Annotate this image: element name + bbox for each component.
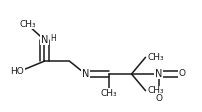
Text: CH₃: CH₃: [100, 89, 116, 98]
Text: N: N: [154, 69, 161, 79]
Text: H: H: [50, 34, 56, 43]
Text: N: N: [81, 69, 89, 79]
Text: O: O: [154, 94, 161, 103]
Text: HO: HO: [11, 67, 24, 76]
Text: CH₃: CH₃: [19, 20, 36, 29]
Text: CH₃: CH₃: [147, 86, 163, 95]
Text: CH₃: CH₃: [147, 53, 163, 62]
Text: N: N: [41, 35, 48, 45]
Text: O: O: [178, 69, 185, 79]
